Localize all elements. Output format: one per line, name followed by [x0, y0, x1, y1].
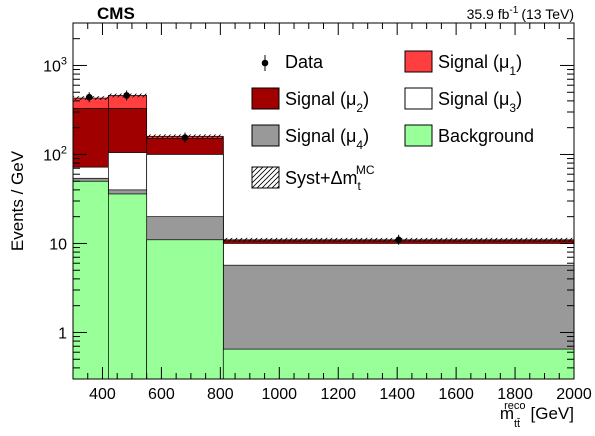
legend-marker [261, 59, 269, 67]
bar-background-bin-2 [146, 239, 224, 380]
legend-swatch [404, 50, 433, 73]
y-tick-label: 103 [43, 55, 67, 75]
legend-label: Signal (μ1) [438, 52, 522, 78]
y-tick-label: 10 [49, 236, 67, 253]
bar-background-bin-1 [108, 193, 148, 380]
legend-label: Signal (μ3) [438, 89, 522, 115]
data-point-2 [181, 134, 189, 141]
legend-swatch [404, 87, 433, 110]
data-point-3 [395, 236, 402, 244]
x-tick-label: 400 [89, 386, 116, 403]
legend-entry-signal-3: Signal (μ3) [404, 87, 522, 115]
legend-label: Background [438, 126, 534, 146]
data-point-1 [123, 92, 130, 99]
histogram-bars [72, 93, 575, 380]
luminosity-label: 35.9 fb-1 (13 TeV) [467, 5, 574, 22]
y-tick-label: 102 [43, 144, 67, 164]
legend-entry-signal-1: Signal (μ1) [404, 50, 522, 78]
data-point-0 [85, 93, 93, 101]
data-points [85, 90, 402, 245]
y-tick-label: 1 [58, 325, 67, 342]
y-axis-label: Events / GeV [8, 150, 27, 251]
legend-entry-background: Background [404, 124, 534, 147]
legend: Data Signal (μ1) Signal (μ2) Signal (μ3) Sig… [251, 50, 534, 193]
legend-label: Data [285, 52, 324, 72]
x-tick-label: 1000 [261, 386, 297, 403]
legend-entry-data: Data [261, 52, 324, 72]
x-tick-label: 1800 [497, 386, 533, 403]
bar-background-bin-0 [72, 180, 109, 380]
x-tick-label: 800 [207, 386, 234, 403]
x-tick-label: 1400 [379, 386, 415, 403]
legend-swatch [251, 166, 280, 189]
legend-entry-syst-m-t-mc: Syst+ΔmtMC [251, 163, 375, 193]
x-tick-label: 600 [148, 386, 175, 403]
y-axis-ticks: 1 10 102 103 [43, 22, 574, 380]
x-axis-label: mtt̄reco [GeV] [500, 400, 574, 430]
experiment-label: CMS [97, 4, 135, 23]
legend-label: Syst+ΔmtMC [285, 163, 375, 193]
x-axis-ticks: 400 600 800 1000 1200 1400 1600 1800 2000 [72, 23, 592, 403]
x-tick-label: 1200 [320, 386, 356, 403]
legend-swatch [404, 124, 433, 147]
legend-entry-signal-2: Signal (μ2) [251, 87, 369, 115]
bar-background-bin-3 [222, 348, 575, 380]
legend-label: Signal (μ4) [285, 126, 369, 152]
x-tick-label: 1600 [438, 386, 474, 403]
legend-swatch [251, 87, 280, 110]
legend-entry-signal-4: Signal (μ4) [251, 124, 369, 152]
legend-label: Signal (μ2) [285, 89, 369, 115]
legend-swatch [251, 124, 280, 147]
x-tick-label: 2000 [556, 386, 592, 403]
